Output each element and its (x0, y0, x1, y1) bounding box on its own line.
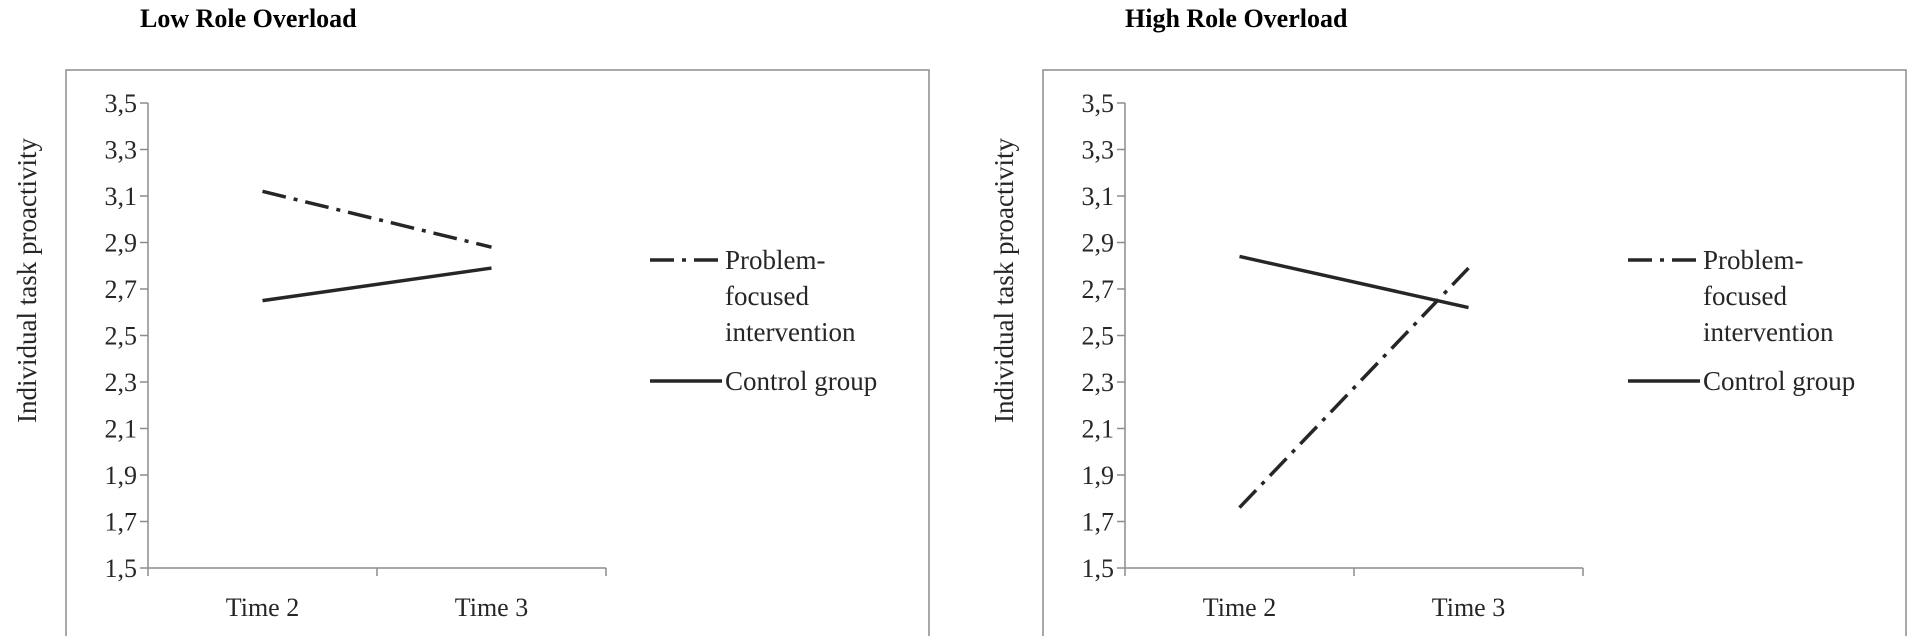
y-tick-label: 3,3 (1082, 136, 1115, 165)
y-tick-label: 2,1 (1082, 415, 1115, 444)
chart-panel-2: 1,5 1,7 1,9 2,1 2,3 2,5 2,7 2,9 3,1 3,3 3,5 Time 2 T… (989, 69, 1907, 636)
chart-frame (65, 69, 930, 636)
y-tick-label: 1,5 (105, 554, 138, 583)
legend-label: Problem- (1703, 245, 1804, 275)
legend-label: focused (1703, 281, 1787, 311)
y-tick-label: 3,1 (105, 182, 138, 211)
x-tick-label: Time 3 (1432, 593, 1505, 622)
chart-title-low-role-overload: Low Role Overload (140, 4, 357, 33)
y-tick-label: 1,7 (1082, 508, 1115, 537)
legend-label: intervention (725, 317, 856, 347)
chart-frame (1042, 69, 1907, 636)
legend-label: Problem- (725, 245, 826, 275)
chart-title-high-role-overload: High Role Overload (1125, 4, 1348, 33)
y-tick-label: 2,5 (105, 322, 138, 351)
y-tick-label: 3,5 (105, 89, 138, 118)
y-tick-label: 2,7 (1082, 275, 1115, 304)
series-line-problem-focused-intervention (262, 189, 492, 249)
legend: Problem-focused intervention Control group (650, 245, 877, 396)
y-axis-label: Individual task proactivity (989, 138, 1019, 423)
y-tick-label: 2,3 (1082, 368, 1115, 397)
y-tick-label: 2,1 (105, 415, 138, 444)
y-tick-label: 1,9 (105, 461, 138, 490)
y-tick-label: 2,7 (105, 275, 138, 304)
y-tick-label: 2,9 (105, 229, 138, 258)
series-line-problem-focused-intervention (1238, 266, 1470, 509)
series-line-control-group (1239, 254, 1469, 310)
legend: Problem-focused intervention Control group (1628, 245, 1855, 396)
y-tick-label: 1,7 (105, 508, 138, 537)
y-tick-label: 1,5 (1082, 554, 1115, 583)
y-tick-label: 2,3 (105, 368, 138, 397)
legend-label: Control group (725, 366, 877, 396)
y-axis-label: Individual task proactivity (12, 138, 42, 423)
series-line-control-group (262, 266, 492, 303)
y-tick-label: 2,9 (1082, 229, 1115, 258)
y-tick-label: 3,5 (1082, 89, 1115, 118)
y-tick-label: 3,3 (105, 136, 138, 165)
x-tick-label: Time 2 (1203, 593, 1276, 622)
x-tick-label: Time 3 (455, 593, 528, 622)
y-tick-label: 2,5 (1082, 322, 1115, 351)
legend-label: focused (725, 281, 809, 311)
legend-label: intervention (1703, 317, 1834, 347)
x-tick-label: Time 2 (226, 593, 299, 622)
chart-panel-1: 1,5 1,7 1,9 2,1 2,3 2,5 2,7 2,9 3,1 3,3 3,5 Time 2 T… (12, 69, 930, 636)
y-tick-label: 1,9 (1082, 461, 1115, 490)
legend-label: Control group (1703, 366, 1855, 396)
y-tick-label: 3,1 (1082, 182, 1115, 211)
